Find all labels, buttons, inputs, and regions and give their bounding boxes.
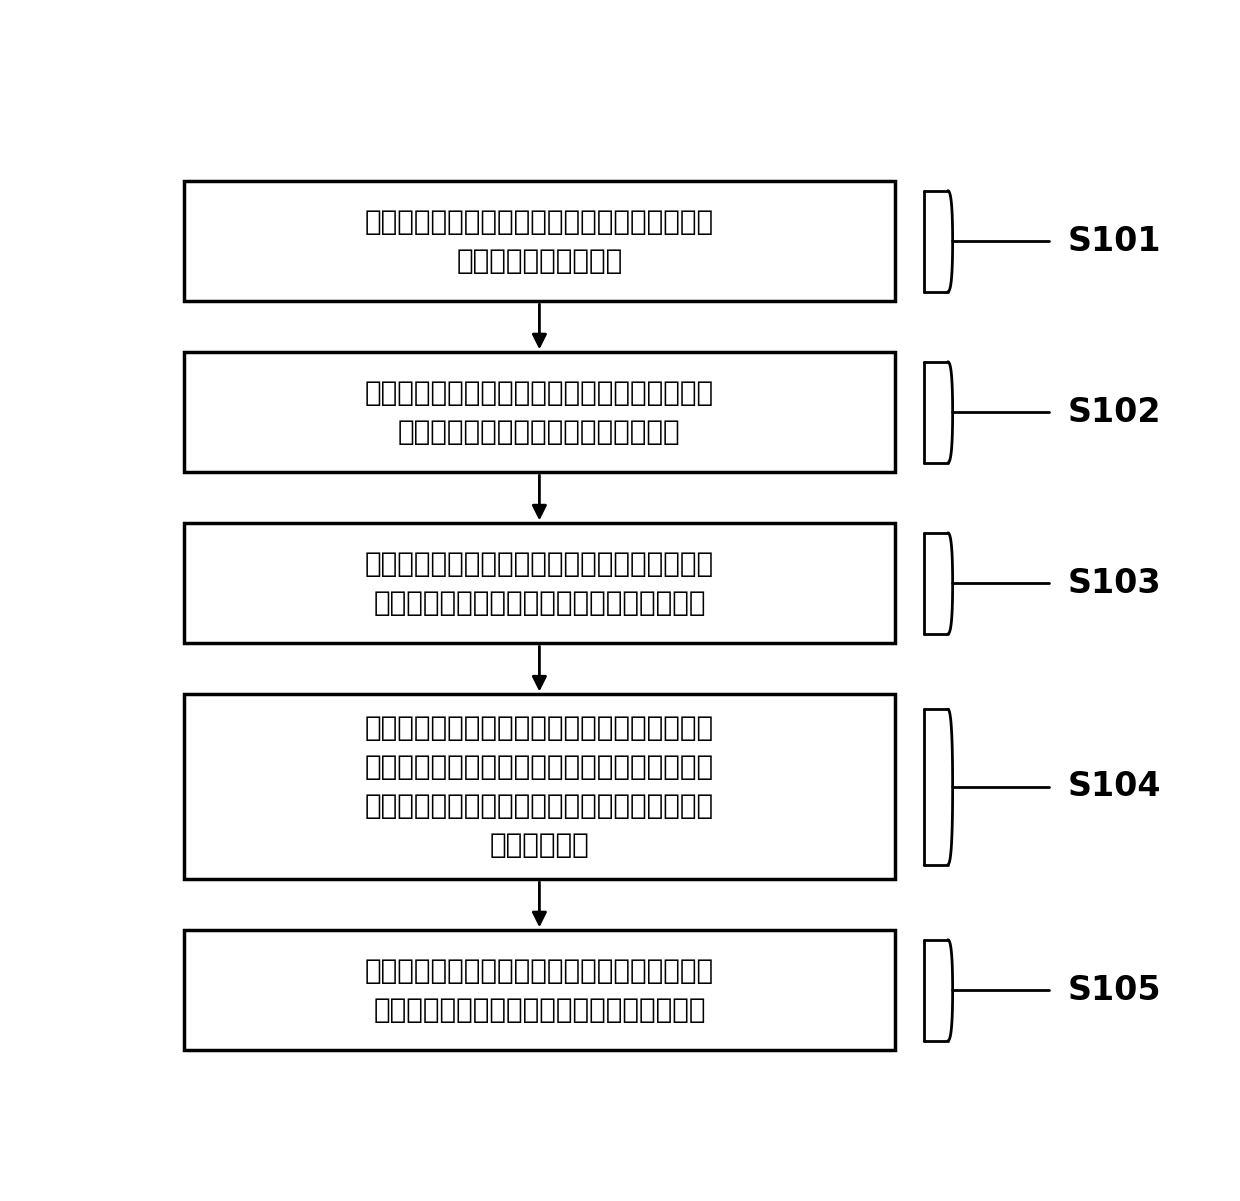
Text: 根据显微热成像系统的成像过程，确定显微热成
像系统接收到的待测目标的图像信噪比: 根据显微热成像系统的成像过程，确定显微热成 像系统接收到的待测目标的图像信噪比 [365, 378, 714, 446]
FancyBboxPatch shape [184, 181, 895, 301]
FancyBboxPatch shape [184, 931, 895, 1051]
FancyBboxPatch shape [184, 352, 895, 472]
Text: S103: S103 [1068, 567, 1162, 599]
Text: 根据所述光谱辐射通量差和所述待测目标的图像
信噪比确定显微热成像系统的输出图像信噪比: 根据所述光谱辐射通量差和所述待测目标的图像 信噪比确定显微热成像系统的输出图像信… [365, 550, 714, 617]
Text: S104: S104 [1068, 770, 1162, 803]
Text: S101: S101 [1068, 225, 1162, 258]
Text: 根据显微热成像系统的光路结构确定显微热成像
系统的光谱辐射通量差: 根据显微热成像系统的光路结构确定显微热成像 系统的光谱辐射通量差 [365, 208, 714, 275]
FancyBboxPatch shape [184, 694, 895, 879]
Text: 根据所述显微热成像系统的输出图像信噪比、所
述显微热成像系统的噪声等效温差以及望远模式
的最小可分辨率温差确定显微热成像系统的最小
可分辨率温差: 根据所述显微热成像系统的输出图像信噪比、所 述显微热成像系统的噪声等效温差以及望… [365, 715, 714, 860]
FancyBboxPatch shape [184, 524, 895, 644]
Text: S102: S102 [1068, 396, 1162, 429]
Text: S105: S105 [1068, 974, 1162, 1006]
Text: 根据所述显微热成像系统的最小可分辨率温差对
所述显微热成像系统的温度分辨能力进行评价: 根据所述显微热成像系统的最小可分辨率温差对 所述显微热成像系统的温度分辨能力进行… [365, 957, 714, 1023]
